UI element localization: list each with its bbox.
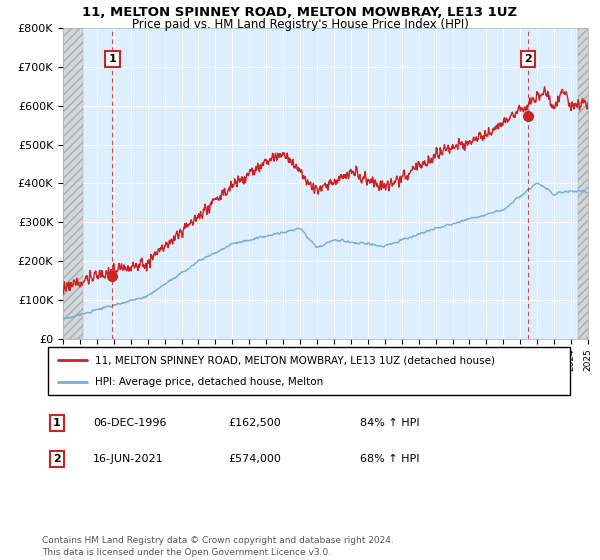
- Text: HPI: Average price, detached house, Melton: HPI: Average price, detached house, Melt…: [95, 377, 323, 387]
- Text: Contains HM Land Registry data © Crown copyright and database right 2024.
This d: Contains HM Land Registry data © Crown c…: [42, 536, 394, 557]
- Text: 11, MELTON SPINNEY ROAD, MELTON MOWBRAY, LE13 1UZ: 11, MELTON SPINNEY ROAD, MELTON MOWBRAY,…: [82, 6, 518, 18]
- Text: 2: 2: [524, 54, 532, 64]
- Text: 2: 2: [53, 454, 61, 464]
- Text: 11, MELTON SPINNEY ROAD, MELTON MOWBRAY, LE13 1UZ (detached house): 11, MELTON SPINNEY ROAD, MELTON MOWBRAY,…: [95, 355, 495, 365]
- Text: 1: 1: [53, 418, 61, 428]
- Text: 1: 1: [109, 54, 116, 64]
- Text: 68% ↑ HPI: 68% ↑ HPI: [360, 454, 419, 464]
- Text: 16-JUN-2021: 16-JUN-2021: [93, 454, 164, 464]
- Text: £162,500: £162,500: [228, 418, 281, 428]
- Text: 06-DEC-1996: 06-DEC-1996: [93, 418, 167, 428]
- Text: £574,000: £574,000: [228, 454, 281, 464]
- Text: Price paid vs. HM Land Registry's House Price Index (HPI): Price paid vs. HM Land Registry's House …: [131, 18, 469, 31]
- Text: 84% ↑ HPI: 84% ↑ HPI: [360, 418, 419, 428]
